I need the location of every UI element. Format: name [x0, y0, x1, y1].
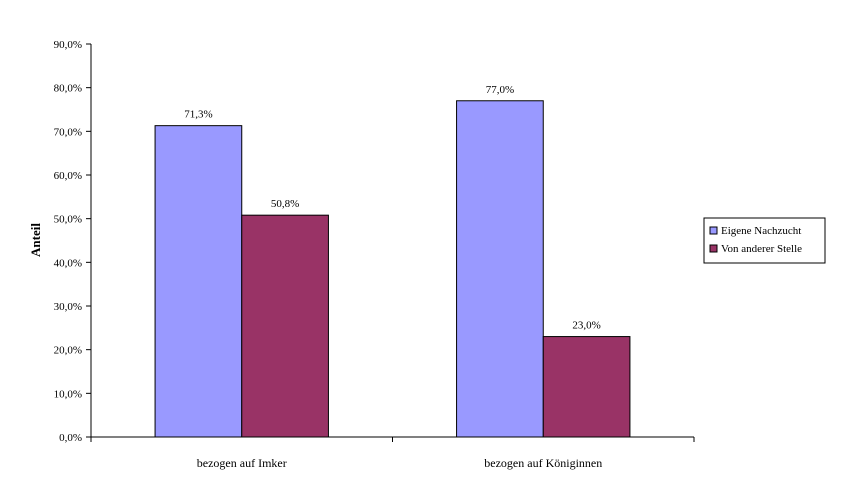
x-axis: bezogen auf Imker bezogen auf Königinnen	[90, 436, 695, 470]
bar-value-label: 77,0%	[486, 84, 514, 96]
y-tick-label: 80,0%	[54, 83, 82, 95]
legend-box	[703, 217, 826, 264]
x-category-label: bezogen auf Imker	[197, 456, 287, 470]
y-tick-label: 90,0%	[54, 39, 82, 51]
legend-label: Von anderer Stelle	[721, 243, 802, 255]
bar	[456, 100, 544, 438]
data-labels: 71,3% 50,8% 77,0% 23,0%	[184, 84, 601, 332]
legend-label: Eigene Nachzucht	[721, 225, 801, 237]
y-tick-label: 20,0%	[54, 345, 82, 357]
y-tick-label: 10,0%	[54, 388, 82, 400]
y-tick-label: 50,0%	[54, 214, 82, 226]
legend-swatch	[709, 226, 718, 235]
bar	[154, 125, 243, 438]
y-tick-label: 30,0%	[54, 301, 82, 313]
y-tick-label: 40,0%	[54, 257, 82, 269]
bar-value-label: 71,3%	[184, 109, 212, 121]
y-tick-label: 70,0%	[54, 126, 82, 138]
y-tick-label: 0,0%	[59, 432, 82, 444]
bar	[542, 336, 631, 438]
bar-value-label: 23,0%	[572, 320, 600, 332]
bar-value-label: 50,8%	[271, 198, 299, 210]
legend: Eigene Nachzucht Von anderer Stelle	[703, 217, 826, 264]
y-tick-label: 60,0%	[54, 170, 82, 182]
x-category-label: bezogen auf Königinnen	[484, 456, 602, 470]
bar	[241, 214, 329, 438]
legend-swatch	[709, 244, 718, 253]
y-axis: 0,0% 10,0% 20,0% 30,0% 40,0% 50,0% 60,0% 70,0% 8…	[54, 39, 92, 444]
y-axis-title: Anteil	[28, 223, 43, 257]
bars	[154, 100, 631, 438]
